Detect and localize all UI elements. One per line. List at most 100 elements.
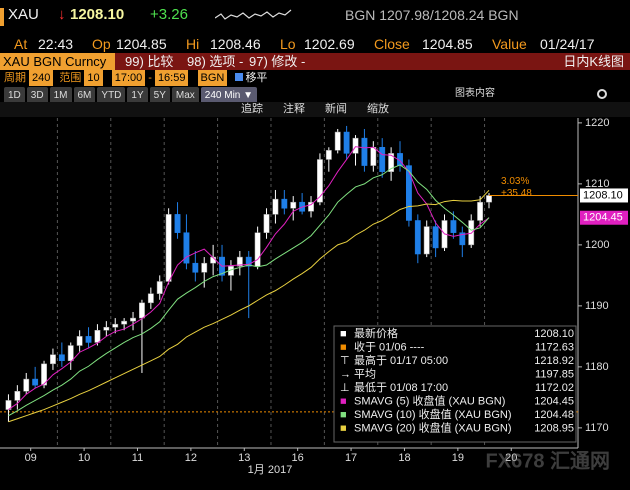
y-tick-label: 1220: [585, 117, 609, 129]
start-input[interactable]: 17:00: [111, 70, 146, 86]
price-tag-box: [580, 188, 628, 203]
stat-value: 01/24/17: [540, 36, 595, 52]
candle-body: [477, 201, 484, 221]
legend-symbol: ⊥: [340, 382, 350, 394]
legend-symbol: ■: [340, 422, 347, 434]
candle-body: [5, 400, 12, 410]
y-tick-label: 1210: [585, 178, 609, 190]
x-tick-label: 10: [78, 452, 90, 464]
candle-body: [361, 137, 368, 166]
range-label: 范围: [59, 72, 82, 84]
security[interactable]: XAU BGN Curncy: [0, 53, 115, 70]
action-bar: 追踪 注释 新闻 缩放: [0, 102, 630, 117]
candle-body: [58, 354, 65, 362]
range-buttons: 1D 3D 1M 6M YTD 1Y 5Y Max 240 Min ▼: [4, 85, 259, 105]
legend-symbol: →: [340, 368, 351, 380]
legend-value: 1208.95: [534, 422, 574, 434]
candle-body: [432, 226, 439, 249]
action-button[interactable]: 注释: [283, 103, 305, 115]
checkbox[interactable]: [235, 73, 244, 81]
candle-body: [325, 150, 332, 160]
candle-body: [388, 153, 395, 172]
menu-item[interactable]: 97) 修改 -: [249, 54, 306, 69]
x-axis-label: 1月 2017: [248, 464, 293, 476]
legend-symbol: ⊤: [340, 355, 350, 367]
candle-body: [423, 226, 430, 255]
legend-symbol: ■: [340, 409, 347, 421]
gear-icon[interactable]: [596, 88, 608, 100]
candle-body: [50, 354, 56, 365]
title-bar: XAU BGN Curncy 99) 比较 98) 选项 - 97) 修改 - 日内…: [0, 53, 630, 70]
bid-ask: BGN 1207.98/1208.24 BGN: [345, 7, 519, 23]
range-button[interactable]: 1M: [49, 87, 72, 105]
range-button[interactable]: 1Y: [127, 87, 148, 105]
stat-label: At: [14, 36, 28, 52]
stat-label: Value: [492, 36, 527, 52]
candle-body: [94, 330, 101, 343]
legend-value: 1197.85: [535, 368, 574, 380]
chart-content[interactable]: 图表内容: [455, 88, 495, 99]
legend-label: SMAVG (10) 收盘值 (XAU BGN): [354, 407, 511, 421]
candle-body: [174, 214, 181, 233]
period-input[interactable]: 240: [29, 70, 54, 86]
candle-body: [103, 326, 110, 331]
legend-symbol: ■: [340, 395, 347, 407]
action-button[interactable]: 缩放: [367, 103, 389, 115]
legend-label: 最低于 01/08 17:00: [354, 381, 448, 394]
sma-line: [8, 164, 490, 417]
action-button[interactable]: 新闻: [325, 103, 347, 115]
tz-input[interactable]: BGN: [197, 70, 228, 86]
x-tick-label: 18: [398, 452, 410, 464]
price: 1208.10: [70, 6, 125, 23]
candle-body: [290, 201, 297, 209]
legend-label: SMAVG (20) 收盘值 (XAU BGN): [354, 420, 511, 434]
annotation: 3.03%: [501, 176, 529, 187]
menu-item[interactable]: 99) 比较: [125, 54, 174, 69]
candle-body: [379, 147, 386, 172]
stat-value: 1202.69: [304, 36, 355, 52]
x-tick-label: 12: [185, 452, 197, 464]
symbol: XAU: [8, 6, 39, 23]
candle-body: [23, 378, 30, 392]
stat-value: 22:43: [38, 36, 74, 52]
legend-label: 最高于 01/17 05:00: [354, 353, 448, 367]
range-button[interactable]: 1D: [4, 87, 25, 105]
x-tick-label: 11: [132, 452, 143, 464]
candle-body: [272, 198, 279, 215]
range-button[interactable]: 240 Min ▼: [200, 87, 258, 105]
dash: -: [148, 72, 152, 84]
candle-body: [245, 256, 252, 267]
candle-body: [450, 220, 457, 233]
sma-line: [8, 189, 490, 423]
candle-body: [308, 201, 314, 212]
stat-value: 1204.85: [116, 36, 167, 52]
action-button[interactable]: 追踪: [241, 103, 263, 115]
candle-body: [414, 220, 421, 255]
range-bar: 1D 3D 1M 6M YTD 1Y 5Y Max 240 Min ▼ 图表内容: [0, 85, 630, 105]
candle-body: [165, 214, 172, 282]
settings-bar: 周期 240 范围 10 17:00-16:59 BGN 移平: [0, 70, 630, 86]
range-button[interactable]: 5Y: [149, 87, 170, 105]
legend-label: 平均: [354, 367, 376, 380]
range-button[interactable]: 6M: [73, 87, 96, 105]
candle-body: [147, 293, 154, 304]
candle-body: [459, 232, 466, 246]
range-button[interactable]: Max: [171, 87, 199, 105]
end-input[interactable]: 16:59: [154, 70, 189, 86]
candle-body: [183, 232, 190, 264]
range-button[interactable]: 3D: [26, 87, 48, 105]
candle-body: [370, 147, 377, 166]
range-button[interactable]: YTD: [97, 87, 126, 105]
y-tick-label: 1190: [585, 300, 609, 312]
legend-value: 1218.92: [534, 355, 574, 367]
candle-body: [112, 323, 119, 328]
menu-item[interactable]: 98) 选项 -: [187, 54, 244, 69]
candle-body: [156, 281, 163, 294]
candle-body: [121, 320, 128, 325]
x-tick-label: 20: [505, 452, 517, 464]
legend-label: 最新价格: [354, 326, 398, 340]
period-label: 周期: [4, 72, 26, 84]
x-tick-label: 09: [25, 452, 37, 464]
candle-body: [67, 345, 74, 362]
range-input[interactable]: 10: [84, 70, 103, 86]
